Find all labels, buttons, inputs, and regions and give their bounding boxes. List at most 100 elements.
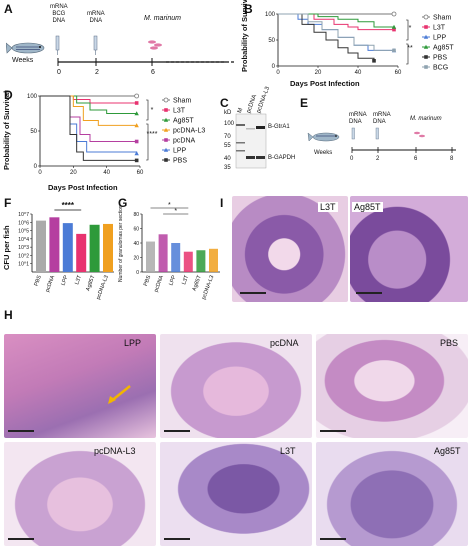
legend-marker	[163, 127, 169, 132]
histology-i-ag85t	[350, 196, 468, 302]
timeline-e-event-0: mRNA DNA	[349, 112, 367, 125]
y-tick-label: 50	[30, 129, 37, 135]
series-line-bcg	[278, 13, 394, 51]
bar-pcdna	[158, 234, 168, 272]
series-line-lpp	[40, 95, 138, 154]
legend-label-pbs: PBS	[173, 158, 187, 165]
timeline-a-axis-label: Weeks	[12, 57, 34, 64]
panel-letter-h: H	[4, 308, 13, 322]
timeline-e-event-2: M. marinum	[410, 116, 442, 122]
y-tick-label: 10^6	[18, 220, 29, 226]
legend-marker	[423, 14, 429, 20]
histology-i-label-l3t: L3T	[318, 202, 338, 212]
legend-marker	[163, 117, 169, 122]
bar-pbs	[146, 241, 155, 272]
series-marker-pcdna-l3	[134, 123, 139, 128]
western-blot	[235, 113, 267, 169]
series-marker-bcg	[392, 48, 396, 53]
y-tick-label: 10^3	[18, 245, 29, 251]
x-tick-label: 60	[395, 70, 402, 76]
y-tick-label: 10^2	[18, 253, 29, 259]
blot-band-label-gtra1: B-GtrA1	[268, 124, 290, 130]
panel-letter-a: A	[4, 2, 13, 16]
panel-e-timeline	[307, 127, 456, 153]
x-tick-label: 40	[355, 70, 362, 76]
chart-f-ylabel: CFU per fish	[2, 225, 11, 270]
syringe-icon-e-week0	[351, 127, 355, 140]
histology-i-label-ag85t: Ag85T	[352, 202, 383, 212]
x-tick-label: 20	[70, 170, 77, 176]
series-marker-l3t	[392, 27, 396, 32]
series-line-pbs	[278, 13, 375, 61]
y-tick-label: 100	[27, 94, 38, 100]
legend-marker	[424, 25, 428, 29]
significance-annotation: *	[151, 107, 154, 114]
bar-l3t	[76, 233, 87, 272]
legend-marker	[164, 108, 168, 112]
x-tick-label: 0	[38, 170, 42, 176]
significance-bracket	[406, 19, 409, 41]
legend-label-pcdna: pcDNA	[173, 138, 196, 145]
x-tick-label: 0	[276, 70, 280, 76]
series-marker-lpp	[134, 151, 139, 156]
cfu-bar-chart: 10^1 10^2 10^3 10^4 10^5 10^6 10^7 PBS pcDNA LPP L…	[18, 201, 114, 301]
legend-marker	[424, 65, 428, 69]
panel-letter-c: C	[220, 96, 229, 110]
panel-letter-d: D	[4, 88, 13, 102]
significance-annotation: *	[174, 208, 177, 215]
bacteria-icon	[414, 131, 425, 138]
legend-marker	[164, 138, 168, 142]
histology-h-label-pbs: PBS	[440, 338, 459, 348]
legend-label-bcg: BCG	[433, 65, 448, 72]
panel-letter-e: E	[300, 96, 309, 110]
panel-letter-f: F	[4, 196, 12, 210]
timeline-a-tick-0: 0	[57, 69, 61, 76]
legend-marker	[163, 97, 169, 103]
x-tick-label: LPP	[60, 274, 69, 286]
syringe-icon-e-week2	[375, 127, 379, 140]
histology-h-l3t	[160, 442, 312, 546]
histology-h-pcdna-l3	[4, 442, 156, 546]
significance-annotation: *	[409, 25, 412, 32]
legend-label-l3t: L3T	[433, 25, 446, 32]
y-tick-label: 40	[133, 241, 139, 247]
significance-bracket	[146, 99, 149, 121]
bar-ag85t	[89, 224, 100, 272]
bar-pcdna-l3	[103, 223, 113, 272]
legend-label-pcdna-l3: pcDNA-L3	[173, 128, 205, 135]
blot-band-label-gapdh: B-GAPDH	[268, 155, 296, 161]
bar-pbs	[36, 220, 46, 272]
legend-label-lpp: LPP	[173, 148, 187, 155]
significance-annotation: *	[168, 202, 171, 209]
x-tick-label: Ag85T	[85, 274, 96, 292]
series-marker-pbs	[372, 59, 376, 63]
timeline-e-event-1: mRNA DNA	[373, 112, 391, 125]
bar-pcdna-l3	[209, 248, 218, 272]
histology-h-label-pcdna: pcDNA	[270, 338, 299, 348]
histology-h-label-pcdna-l3: pcDNA-L3	[94, 446, 136, 456]
panel-letter-g: G	[118, 196, 128, 210]
y-tick-label: 20	[133, 256, 139, 262]
histology-h-pbs	[316, 334, 468, 438]
histology-i-l3t	[232, 196, 348, 302]
x-tick-label: PBS	[143, 274, 153, 287]
series-line-ag85t	[40, 95, 137, 114]
y-tick-label: 10^5	[18, 229, 29, 235]
legend-label-l3t: L3T	[173, 108, 186, 115]
panel-letter-i: I	[220, 196, 224, 210]
yellow-arrow-icon	[108, 385, 131, 404]
zebrafish-icon	[6, 42, 45, 54]
timeline-e-tick-6: 6	[414, 156, 418, 162]
y-tick-label: 0	[136, 270, 139, 276]
panel-letter-b: B	[244, 2, 253, 16]
panel-a-timeline	[6, 35, 236, 66]
x-tick-label: LPP	[168, 274, 177, 286]
legend-label-lpp: LPP	[433, 35, 447, 42]
scale-bar	[164, 430, 190, 432]
histology-h-label-lpp: LPP	[124, 338, 142, 348]
series-line-l3t	[278, 13, 394, 31]
histology-h-label-ag85t: Ag85T	[434, 446, 461, 456]
significance-annotation: ****	[62, 201, 75, 210]
chart-g-ylabel: Number of granulomas per section	[118, 205, 124, 282]
